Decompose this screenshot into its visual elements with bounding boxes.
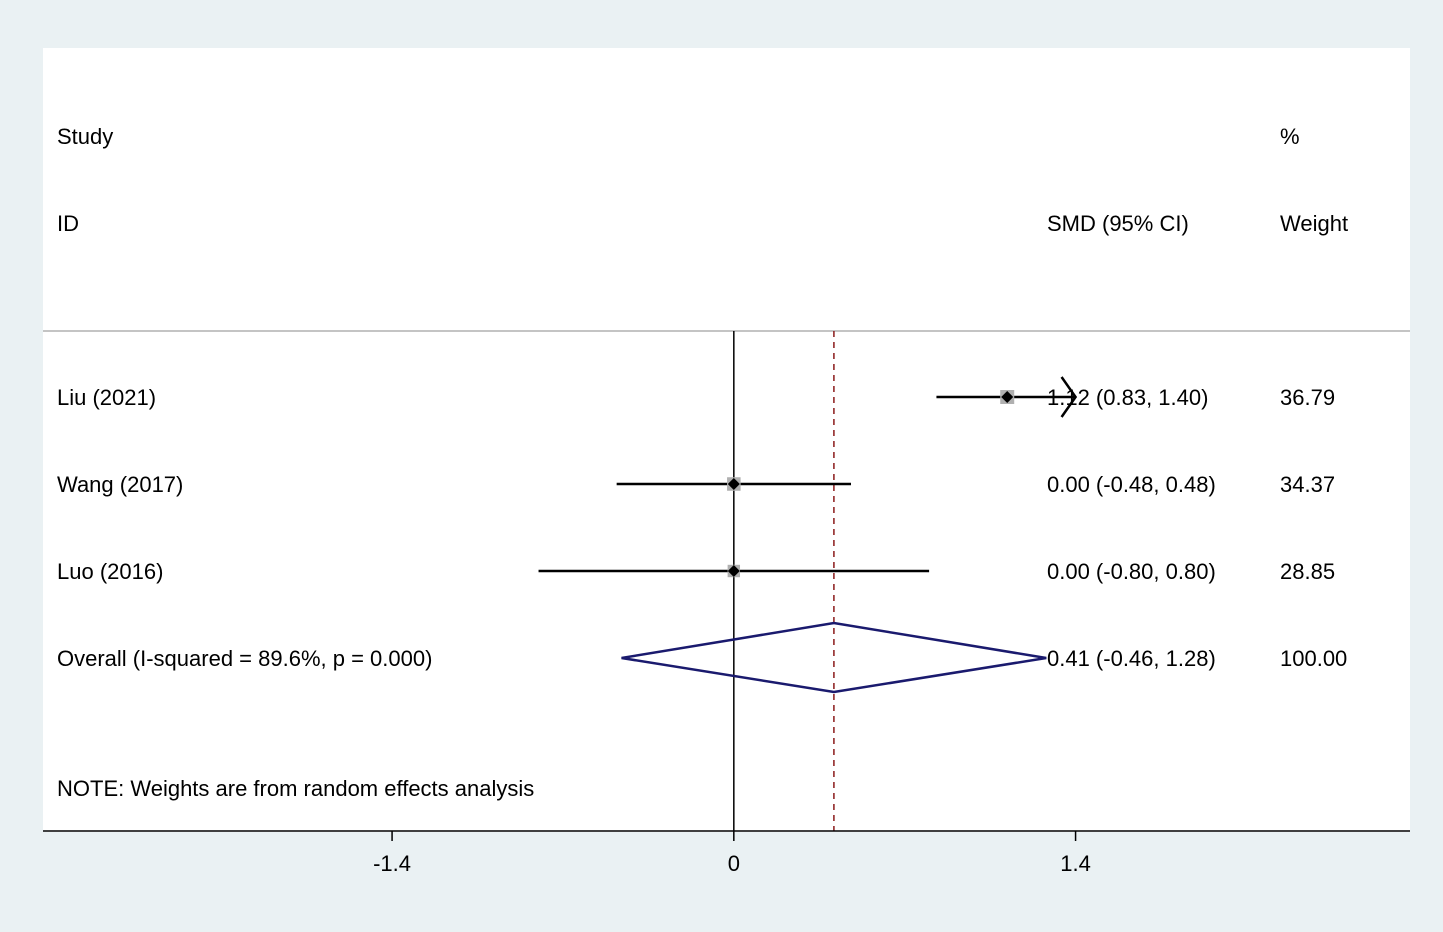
header-percent: % <box>1280 124 1300 149</box>
study-point <box>727 478 740 490</box>
header-weight: Weight <box>1280 211 1348 236</box>
study-point <box>727 565 740 577</box>
overall-effect-label: 0.41 (-0.46, 1.28) <box>1047 646 1216 671</box>
study-point <box>1001 391 1014 403</box>
overall-diamond <box>621 621 1047 694</box>
overall-label: Overall (I-squared = 89.6%, p = 0.000) <box>57 646 432 671</box>
x-tick-label: -1.4 <box>373 851 411 876</box>
study-ci-arrow <box>1060 376 1078 418</box>
study-effect-label: 0.00 (-0.80, 0.80) <box>1047 559 1216 584</box>
header-effect: SMD (95% CI) <box>1047 211 1189 236</box>
study-effect-label: 0.00 (-0.48, 0.48) <box>1047 472 1216 497</box>
x-axis-ticks: -1.4 0 1.4 <box>373 831 1091 876</box>
note-text: NOTE: Weights are from random effects an… <box>57 776 534 801</box>
header-study: Study <box>57 124 113 149</box>
overall-weight-label: 100.00 <box>1280 646 1347 671</box>
study-label: Wang (2017) <box>57 472 183 497</box>
study-weight-label: 34.37 <box>1280 472 1335 497</box>
header-id: ID <box>57 211 79 236</box>
study-weight-label: 28.85 <box>1280 559 1335 584</box>
study-label: Liu (2021) <box>57 385 156 410</box>
x-tick-label: 1.4 <box>1060 851 1091 876</box>
study-label: Luo (2016) <box>57 559 163 584</box>
study-weight-label: 36.79 <box>1280 385 1335 410</box>
plot-panel <box>43 48 1410 832</box>
x-tick-label: 0 <box>728 851 740 876</box>
